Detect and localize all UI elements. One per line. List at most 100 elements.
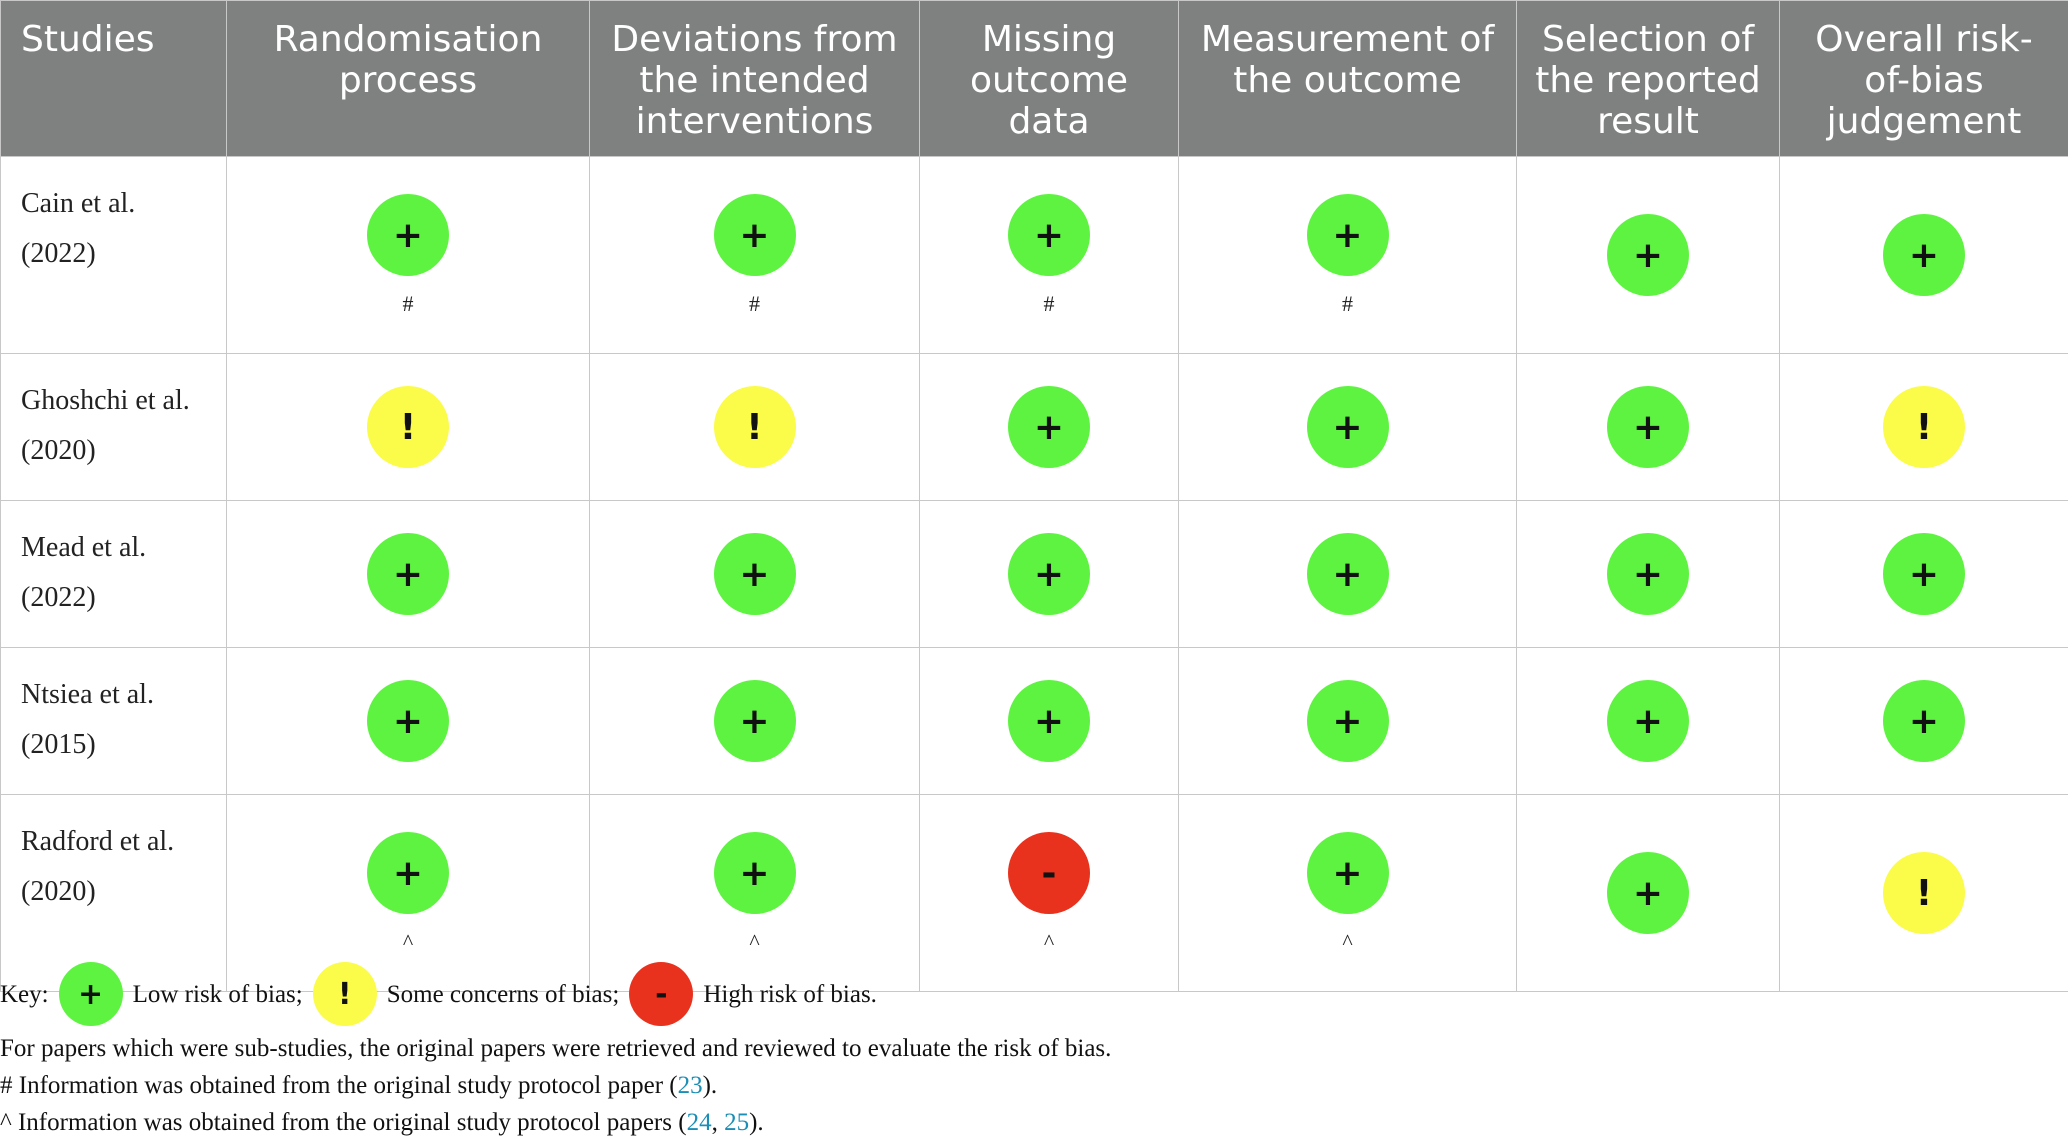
header-studies: Studies (1, 1, 227, 157)
low-risk-icon: + (367, 533, 449, 615)
footnote-marker: ^ (1044, 930, 1054, 954)
rating-cell: + (590, 648, 920, 795)
rating-cell: ! (590, 354, 920, 501)
rating-cell: ! (1780, 354, 2068, 501)
low-risk-icon: + (1008, 533, 1090, 615)
low-risk-icon: + (367, 194, 449, 276)
footnote-marker: ^ (749, 930, 759, 954)
rating-cell: + (1517, 648, 1780, 795)
rating-cell: ! (227, 354, 590, 501)
ref-24-link[interactable]: 24 (687, 1109, 712, 1136)
low-risk-icon: + (714, 533, 796, 615)
low-risk-icon: + (714, 832, 796, 914)
rating-cell: + (920, 501, 1179, 648)
low-risk-icon: + (1883, 680, 1965, 762)
study-cell: Ghoshchi et al. (2020) (1, 354, 227, 501)
low-risk-icon: + (1008, 194, 1090, 276)
study-year: (2015) (21, 729, 96, 760)
some-concerns-label: Some concerns of bias; (387, 976, 620, 1013)
rating-cell: + (920, 648, 1179, 795)
low-risk-icon: + (1883, 214, 1965, 296)
study-year: (2020) (21, 435, 96, 466)
ref-23-link[interactable]: 23 (678, 1072, 703, 1099)
rating-cell: + (1517, 157, 1780, 354)
high-risk-label: High risk of bias. (703, 976, 877, 1013)
caret-note: ^ Information was obtained from the orig… (0, 1104, 2068, 1141)
footnote-marker: # (749, 292, 760, 316)
low-risk-icon: + (1307, 194, 1389, 276)
rating-cell: +# (227, 157, 590, 354)
some-concerns-icon: ! (367, 386, 449, 468)
table-row: Ghoshchi et al. (2020)!! + + +! (1, 354, 2068, 501)
low-risk-icon: + (1883, 533, 1965, 615)
low-risk-icon: + (367, 680, 449, 762)
low-risk-icon: + (714, 680, 796, 762)
legend-key: Key: + Low risk of bias; ! Some concerns… (0, 958, 2068, 1030)
study-year: (2022) (21, 582, 96, 613)
some-concerns-icon: ! (714, 386, 796, 468)
substudy-note: For papers which were sub-studies, the o… (0, 1030, 2068, 1067)
study-name: Radford et al. (21, 826, 174, 857)
low-risk-icon: + (1307, 680, 1389, 762)
footnote-marker: ^ (1342, 930, 1352, 954)
study-name: Ghoshchi et al. (21, 385, 190, 416)
table-row: Mead et al. (2022) + + + + + + (1, 501, 2068, 648)
study-cell: Cain et al. (2022) (1, 157, 227, 354)
low-risk-icon: + (1607, 680, 1689, 762)
footnote-marker: # (403, 292, 414, 316)
rating-cell: + (1179, 354, 1517, 501)
study-name: Cain et al. (21, 188, 135, 219)
footnote-marker: # (1342, 292, 1353, 316)
study-year: (2022) (21, 238, 96, 269)
study-name: Mead et al. (21, 532, 146, 563)
rating-cell: + (1179, 501, 1517, 648)
some-concerns-icon: ! (313, 962, 377, 1026)
rating-cell: +# (920, 157, 1179, 354)
rating-cell: +# (590, 157, 920, 354)
low-risk-icon: + (1307, 533, 1389, 615)
rating-cell: + (1780, 501, 2068, 648)
ref-25-link[interactable]: 25 (724, 1109, 749, 1136)
some-concerns-icon: ! (1883, 852, 1965, 934)
footnote-marker: ^ (403, 930, 413, 954)
rating-cell: + (1517, 501, 1780, 648)
rating-cell: + (1780, 648, 2068, 795)
footnote-marker: # (1044, 292, 1055, 316)
low-risk-label: Low risk of bias; (133, 976, 303, 1013)
low-risk-icon: + (1607, 852, 1689, 934)
low-risk-icon: + (367, 832, 449, 914)
study-cell: Mead et al. (2022) (1, 501, 227, 648)
study-name: Ntsiea et al. (21, 679, 154, 710)
table-row: Cain et al.(2022)+#+#+#+#++ (1, 157, 2068, 354)
some-concerns-icon: ! (1883, 386, 1965, 468)
rating-cell: + (227, 648, 590, 795)
rating-cell: + (227, 501, 590, 648)
low-risk-icon: + (1008, 680, 1090, 762)
low-risk-icon: + (1307, 832, 1389, 914)
rating-cell: + (1517, 354, 1780, 501)
study-cell: Ntsiea et al. (2015) (1, 648, 227, 795)
low-risk-icon: + (1307, 386, 1389, 468)
high-risk-icon: - (1008, 832, 1090, 914)
rating-cell: + (1780, 157, 2068, 354)
table-footer: Key: + Low risk of bias; ! Some concerns… (0, 958, 2068, 1141)
rating-cell: + (1179, 648, 1517, 795)
low-risk-icon: + (59, 962, 123, 1026)
high-risk-icon: - (629, 962, 693, 1026)
rating-cell: + (920, 354, 1179, 501)
low-risk-icon: + (714, 194, 796, 276)
low-risk-icon: + (1607, 214, 1689, 296)
key-label: Key: (0, 976, 49, 1013)
table-row: Ntsiea et al. (2015) + + + + + + (1, 648, 2068, 795)
low-risk-icon: + (1607, 533, 1689, 615)
rating-cell: + (590, 501, 920, 648)
low-risk-icon: + (1008, 386, 1090, 468)
